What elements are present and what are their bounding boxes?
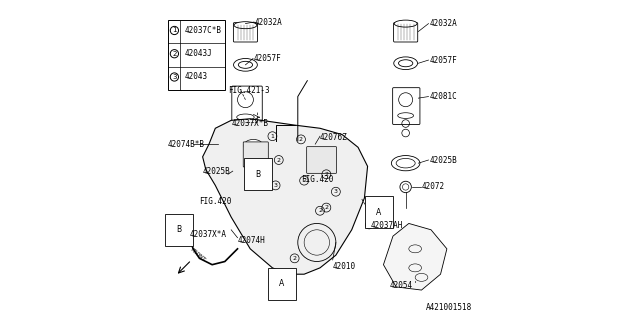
Text: 42072: 42072 bbox=[422, 182, 445, 191]
Text: B: B bbox=[255, 170, 260, 179]
Ellipse shape bbox=[396, 158, 415, 168]
Ellipse shape bbox=[310, 147, 330, 160]
Text: 42037X*B: 42037X*B bbox=[231, 119, 268, 128]
Text: 2: 2 bbox=[302, 178, 306, 183]
Text: 2: 2 bbox=[299, 137, 303, 142]
Text: 42025B: 42025B bbox=[203, 167, 230, 176]
Text: 42025B: 42025B bbox=[429, 156, 457, 164]
Text: FIG.421-3: FIG.421-3 bbox=[228, 86, 269, 95]
Text: A: A bbox=[376, 208, 381, 217]
Ellipse shape bbox=[392, 156, 420, 171]
Text: 42043: 42043 bbox=[184, 73, 207, 82]
Text: 2: 2 bbox=[324, 205, 328, 210]
Ellipse shape bbox=[237, 114, 254, 120]
Text: 42076Z: 42076Z bbox=[320, 133, 348, 142]
Text: A421001518: A421001518 bbox=[426, 303, 472, 312]
Text: 42057F: 42057F bbox=[429, 56, 457, 65]
Ellipse shape bbox=[394, 20, 417, 27]
FancyBboxPatch shape bbox=[393, 88, 420, 124]
Text: 42081C: 42081C bbox=[429, 92, 457, 101]
Text: 2: 2 bbox=[172, 51, 177, 57]
Text: 42037AH: 42037AH bbox=[371, 220, 403, 229]
FancyBboxPatch shape bbox=[168, 20, 225, 90]
Ellipse shape bbox=[234, 22, 257, 29]
Text: 2: 2 bbox=[318, 208, 322, 213]
FancyBboxPatch shape bbox=[243, 142, 268, 167]
Text: FIG.420: FIG.420 bbox=[200, 197, 232, 206]
FancyBboxPatch shape bbox=[232, 86, 262, 126]
Text: 3: 3 bbox=[273, 183, 278, 188]
Ellipse shape bbox=[399, 60, 413, 67]
Ellipse shape bbox=[231, 167, 260, 182]
Ellipse shape bbox=[238, 61, 253, 68]
Polygon shape bbox=[203, 119, 367, 274]
Text: 42032A: 42032A bbox=[255, 18, 283, 27]
Text: 2: 2 bbox=[292, 256, 296, 261]
Text: 42037C*B: 42037C*B bbox=[184, 26, 221, 35]
Text: A: A bbox=[279, 279, 285, 288]
Text: FRONT: FRONT bbox=[188, 247, 206, 263]
Ellipse shape bbox=[234, 59, 257, 71]
Text: 2: 2 bbox=[276, 157, 281, 163]
Text: 42032A: 42032A bbox=[429, 19, 457, 28]
Text: 2: 2 bbox=[324, 172, 328, 177]
FancyBboxPatch shape bbox=[307, 147, 337, 173]
Text: 42074B*B: 42074B*B bbox=[168, 140, 205, 148]
Text: FIG.420: FIG.420 bbox=[301, 174, 333, 184]
Text: 1: 1 bbox=[172, 28, 177, 34]
Text: 42037X*A: 42037X*A bbox=[190, 230, 227, 239]
Ellipse shape bbox=[244, 140, 263, 152]
Text: 3: 3 bbox=[334, 189, 338, 194]
Ellipse shape bbox=[236, 170, 255, 179]
Text: 42010: 42010 bbox=[333, 262, 356, 271]
FancyBboxPatch shape bbox=[394, 23, 418, 42]
Polygon shape bbox=[383, 223, 447, 290]
FancyBboxPatch shape bbox=[234, 23, 257, 42]
Text: 1: 1 bbox=[271, 134, 275, 139]
Text: B: B bbox=[176, 225, 181, 234]
Ellipse shape bbox=[394, 57, 417, 69]
Text: 42074H: 42074H bbox=[237, 236, 265, 245]
Text: 42054: 42054 bbox=[390, 281, 413, 290]
Ellipse shape bbox=[397, 113, 413, 118]
Text: 3: 3 bbox=[172, 74, 177, 80]
Text: 42057F: 42057F bbox=[254, 54, 282, 63]
Text: 42043J: 42043J bbox=[184, 49, 212, 58]
